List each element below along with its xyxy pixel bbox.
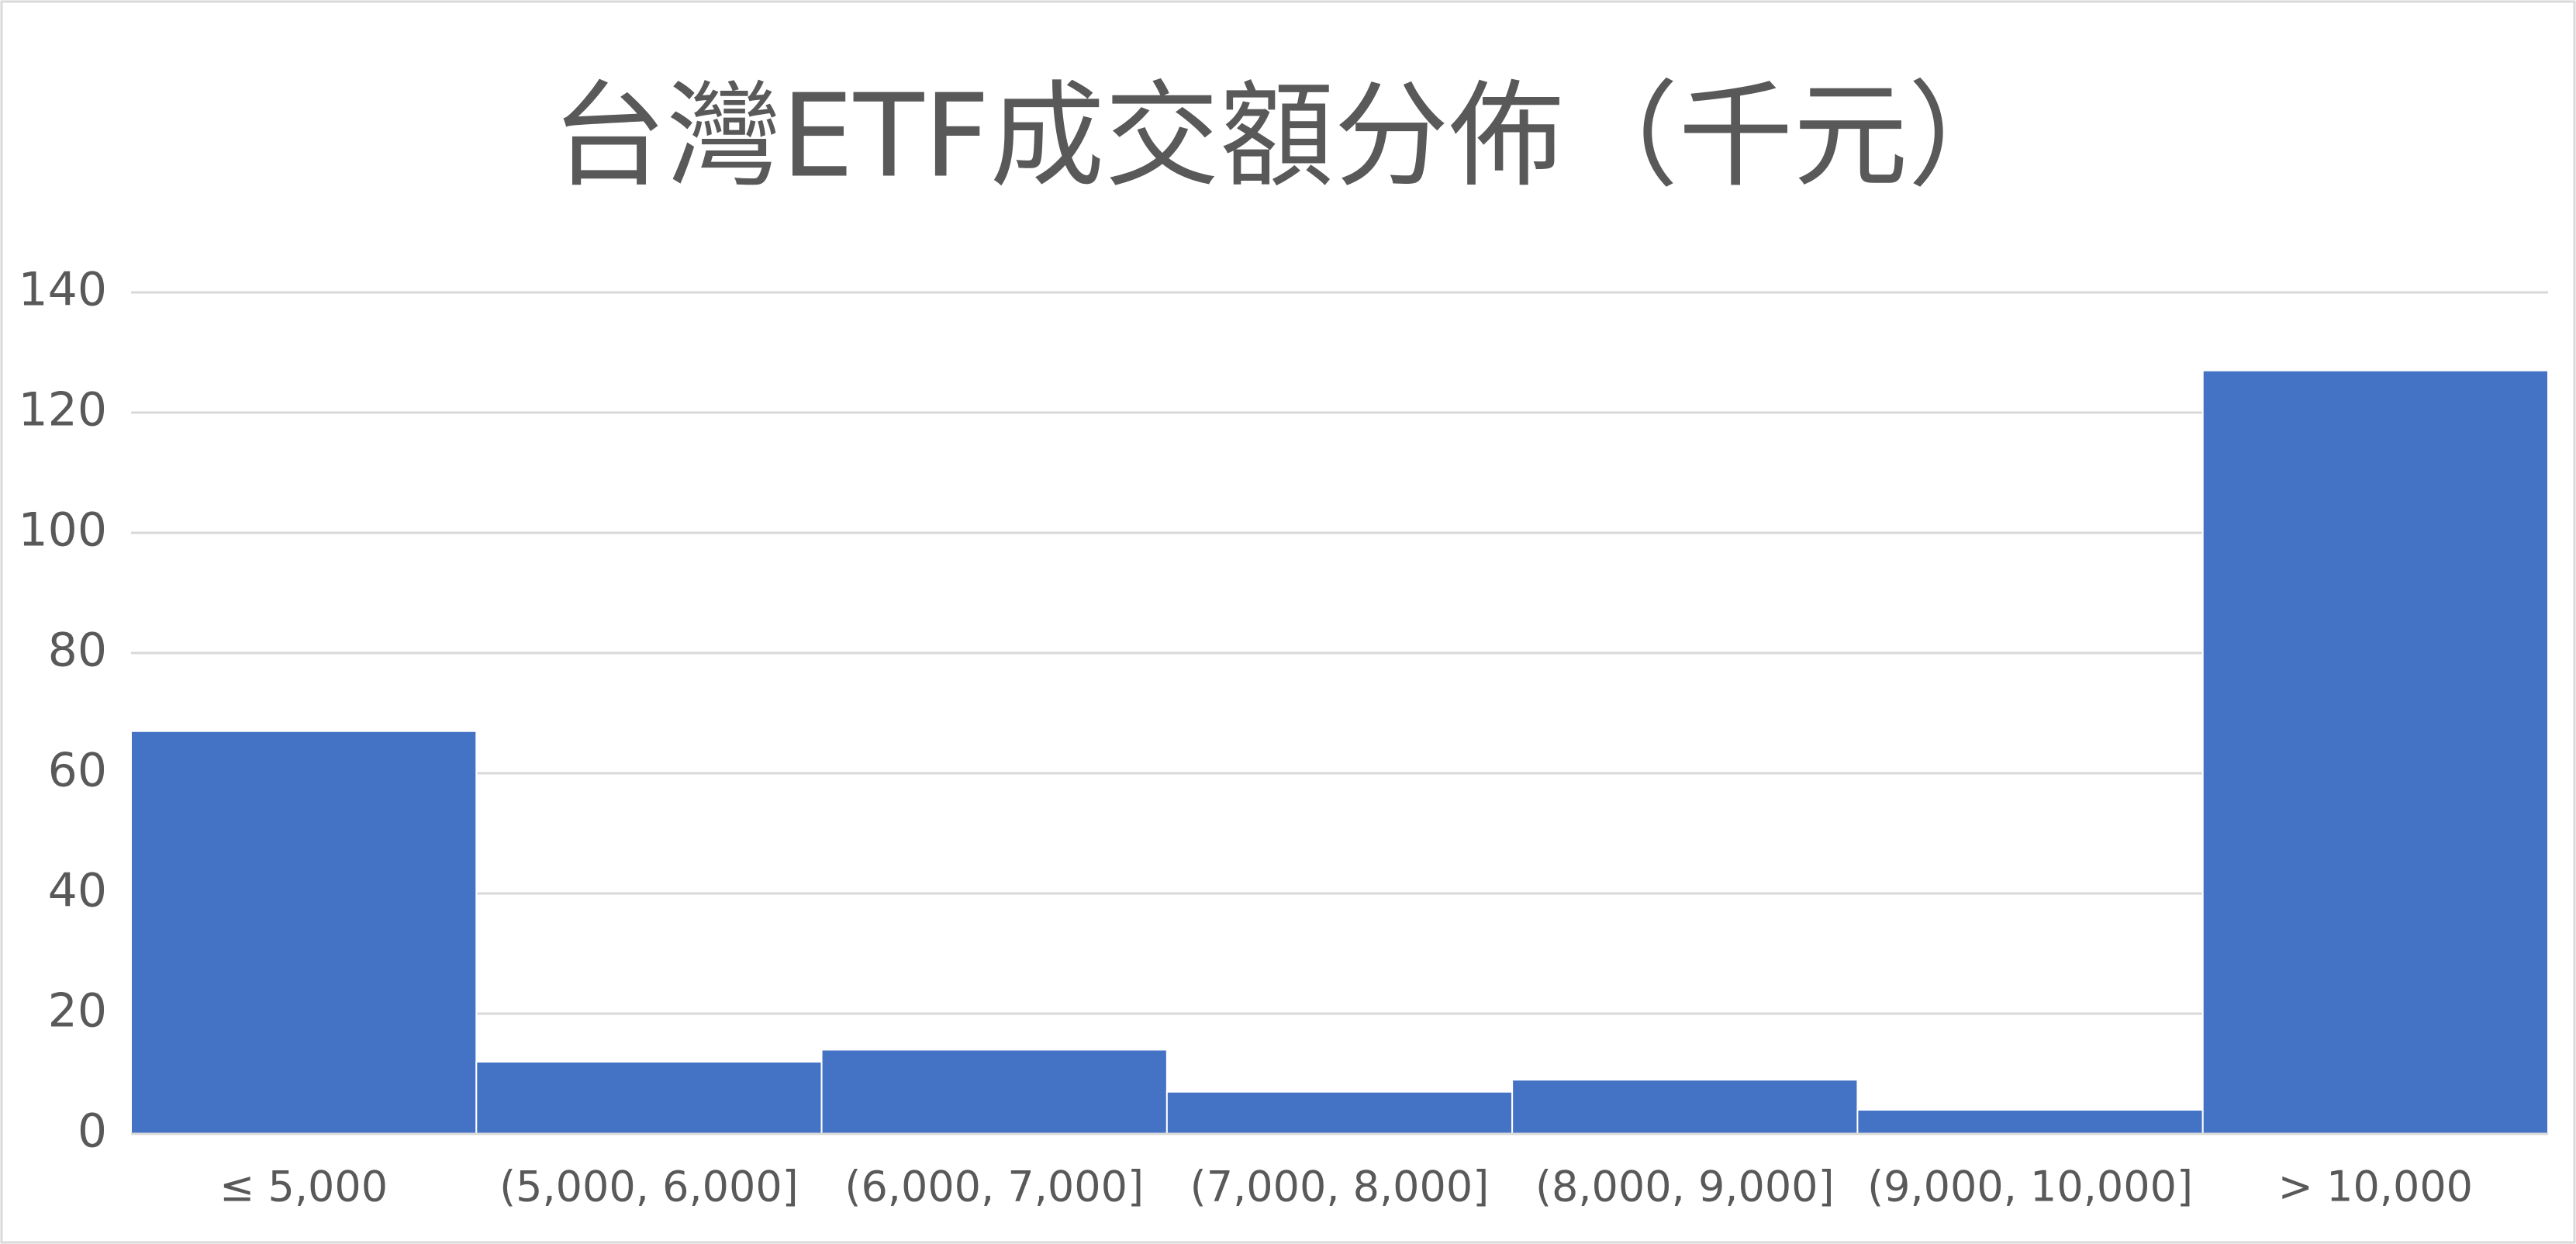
y-tick-label: 140	[18, 263, 107, 317]
y-tick-label: 0	[78, 1104, 107, 1159]
bar	[820, 1049, 1168, 1135]
bar	[130, 730, 478, 1135]
y-tick-label: 40	[48, 864, 107, 918]
y-tick-label: 20	[48, 984, 107, 1038]
bar	[1165, 1090, 1514, 1135]
bar	[2201, 369, 2550, 1135]
y-tick-label: 120	[18, 383, 107, 437]
y-tick-label: 100	[18, 503, 107, 558]
x-tick-label: (9,000, 10,000]	[1867, 1163, 2193, 1211]
x-tick-label: (7,000, 8,000]	[1190, 1163, 1490, 1211]
x-tick-label: (6,000, 7,000]	[844, 1163, 1144, 1211]
y-tick-label: 80	[48, 624, 107, 678]
bar	[1856, 1109, 2204, 1135]
x-tick-label: > 10,000	[2278, 1163, 2473, 1211]
x-tick-label: (8,000, 9,000]	[1535, 1163, 1835, 1211]
bar	[1511, 1079, 1859, 1135]
chart-title: 台灣ETF成交額分佈（千元）	[551, 70, 2022, 203]
x-tick-label: ≤ 5,000	[219, 1163, 388, 1211]
bar	[475, 1061, 823, 1135]
y-tick-label: 60	[48, 744, 107, 798]
x-tick-label: (5,000, 6,000]	[499, 1163, 799, 1211]
